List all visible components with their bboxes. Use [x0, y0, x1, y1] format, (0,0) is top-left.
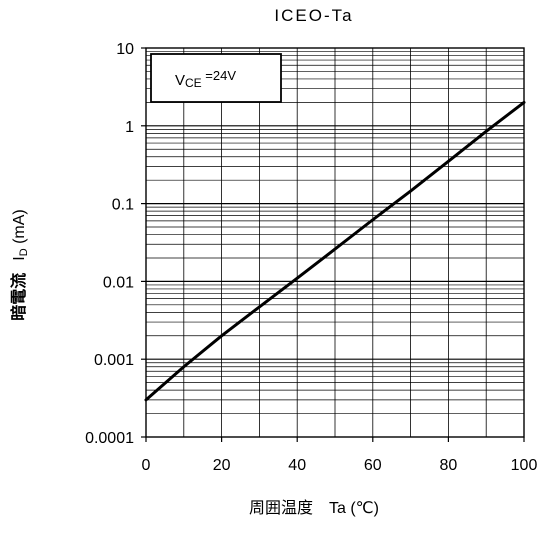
x-tick-label: 100 — [511, 457, 538, 474]
x-tick-label: 20 — [213, 457, 231, 474]
y-tick-label: 0.01 — [103, 274, 134, 291]
annotation-rest: =24V — [202, 68, 237, 83]
y-tick-label: 1 — [125, 119, 134, 136]
x-axis-label: 周囲温度 Ta (℃) — [249, 499, 379, 517]
y-tick-label: 0.001 — [94, 352, 134, 369]
y-axis-unit: (mA) — [11, 209, 28, 248]
x-tick-label: 80 — [440, 457, 458, 474]
chart-title: ICEO-Ta — [274, 6, 353, 25]
x-tick-label: 60 — [364, 457, 382, 474]
x-tick-label: 40 — [288, 457, 306, 474]
y-axis-symbol-sub: D — [18, 248, 30, 256]
series-line — [144, 100, 526, 402]
annotation-text: VCE =24V — [175, 68, 236, 90]
y-axis-label-main: 暗電流 — [9, 273, 28, 321]
plot-frame — [145, 47, 525, 438]
y-tick-label: 10 — [116, 41, 134, 58]
annotation-box: VCE =24V — [150, 53, 282, 103]
y-tick-label: 0.0001 — [85, 430, 134, 447]
x-tick-label: 0 — [142, 457, 151, 474]
annotation-sub: CE — [185, 76, 202, 90]
y-axis-label: 暗電流 ID (mA) — [9, 209, 30, 321]
y-tick-label: 0.1 — [112, 197, 134, 214]
grid — [146, 48, 524, 437]
annotation-main: V — [175, 72, 185, 89]
annotation-frame — [150, 53, 282, 103]
y-axis-symbol: I — [11, 256, 28, 260]
